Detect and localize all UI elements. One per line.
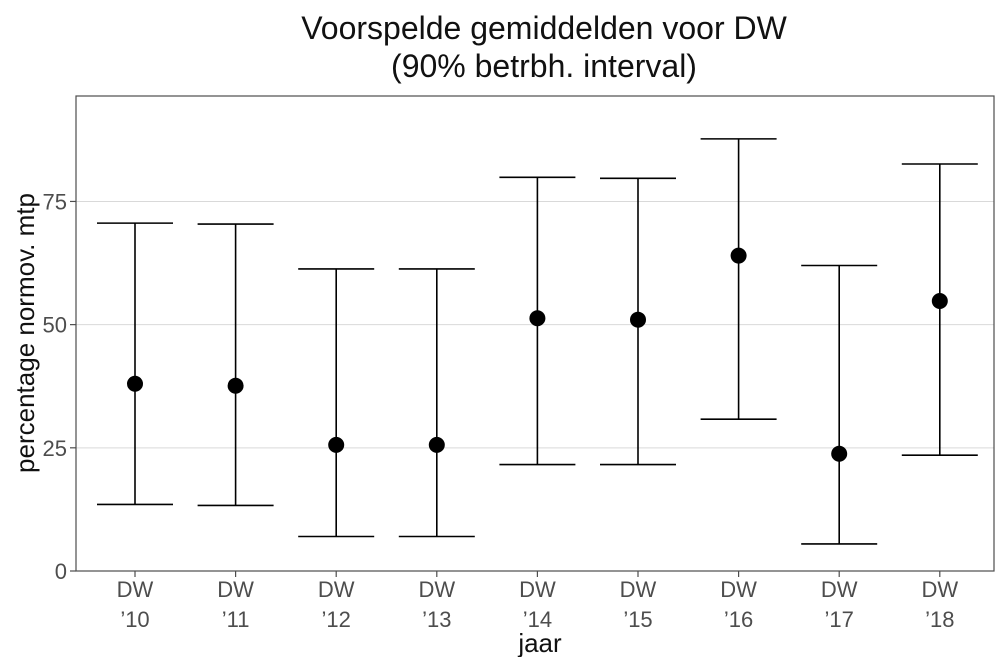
mean-point <box>931 292 948 309</box>
x-tick-label: ’16 <box>724 607 753 632</box>
plot-frame <box>75 95 995 572</box>
data-marks <box>97 138 978 545</box>
mean-point <box>529 310 546 327</box>
x-tick-label: ’18 <box>925 607 954 632</box>
mean-point <box>630 311 646 328</box>
x-tick-label: DW <box>519 577 556 602</box>
mean-point <box>730 247 747 264</box>
x-tick-label: DW <box>720 577 757 602</box>
x-tick-label: ’11 <box>222 607 250 632</box>
mean-point <box>428 436 445 453</box>
x-tick-label: DW <box>318 577 355 602</box>
mean-point <box>328 436 345 453</box>
y-axis: 0 25 50 75 <box>43 189 76 584</box>
mean-point <box>227 377 244 394</box>
x-tick-label: DW <box>620 577 657 602</box>
x-tick-label: ’10 <box>120 607 149 632</box>
error-bar <box>801 264 878 545</box>
error-bar <box>901 163 978 457</box>
x-tick-label: DW <box>821 577 858 602</box>
y-tick-label: 75 <box>43 189 67 214</box>
error-bar <box>197 223 274 507</box>
mean-point <box>127 375 143 392</box>
error-bar <box>499 176 576 466</box>
error-bar <box>398 268 475 538</box>
y-tick-label: 50 <box>43 313 67 338</box>
chart-subtitle: (90% betrbh. interval) <box>391 48 697 84</box>
x-axis: DW ’10 DW ’11 DW ’12 DW ’13 DW ’14 DW ’15 DW ’16 DW ’17… <box>117 571 958 632</box>
mean-point <box>831 445 848 462</box>
error-bar <box>298 268 375 538</box>
chart-title: Voorspelde gemiddelden voor DW <box>301 10 787 46</box>
y-axis-title: percentage normov. mtp <box>10 193 40 473</box>
error-bar <box>600 177 676 466</box>
error-bar <box>97 222 173 506</box>
error-bar <box>700 138 777 421</box>
y-tick-label: 25 <box>43 436 67 461</box>
x-tick-label: DW <box>217 577 254 602</box>
x-tick-label: DW <box>418 577 455 602</box>
x-tick-label: ’14 <box>523 607 552 632</box>
x-tick-label: DW <box>921 577 958 602</box>
x-tick-label: DW <box>117 577 154 602</box>
x-tick-label: ’17 <box>825 607 854 632</box>
y-tick-label: 0 <box>55 559 67 584</box>
x-tick-label: ’12 <box>322 607 351 632</box>
x-tick-label: ’13 <box>422 607 451 632</box>
x-tick-label: ’15 <box>623 607 652 632</box>
x-axis-title: jaar <box>517 628 562 657</box>
